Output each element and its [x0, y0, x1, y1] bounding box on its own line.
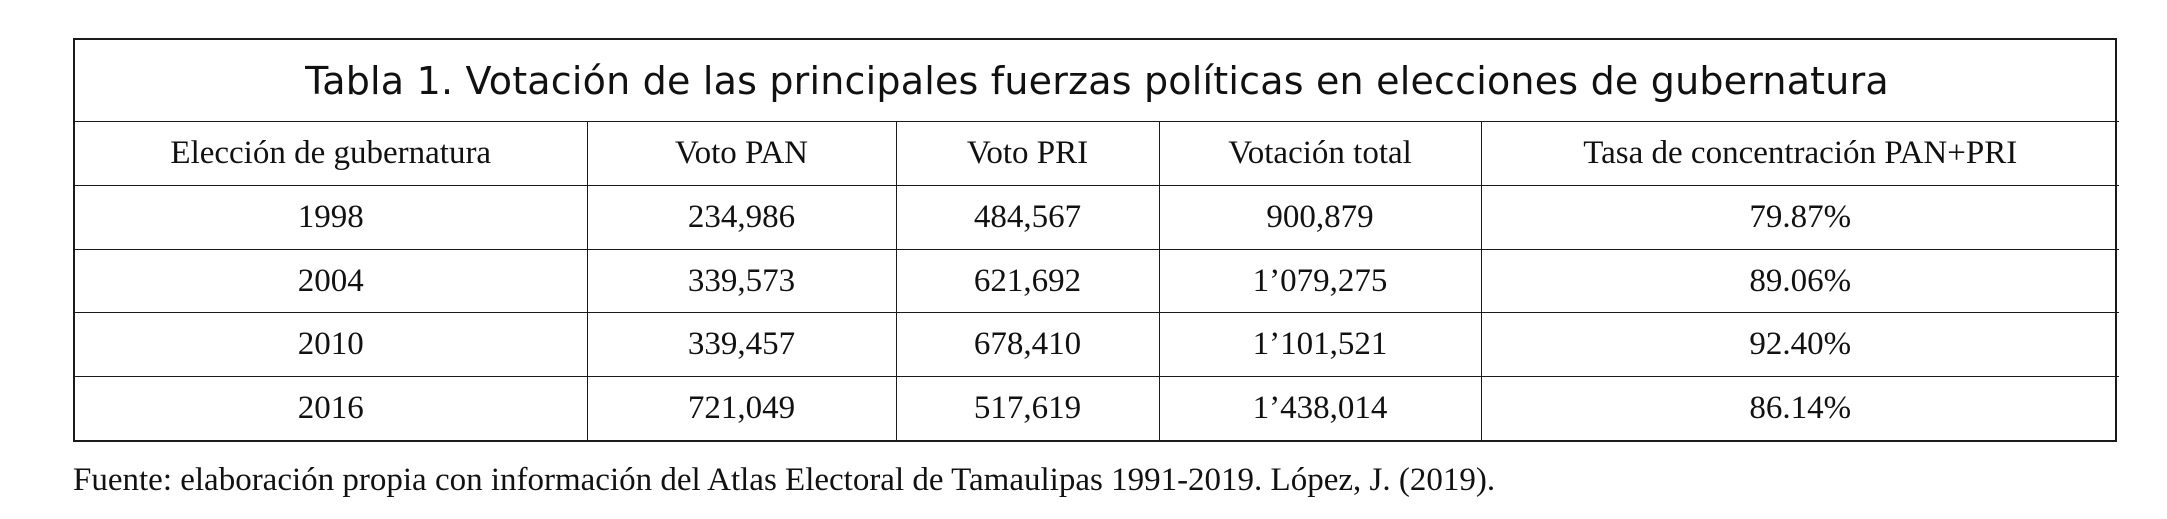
cell-tasa: 86.14%: [1480, 376, 2119, 440]
table-row: 2010 339,457 678,410 1’101,521 92.40%: [75, 312, 2119, 378]
cell-tasa: 92.40%: [1480, 312, 2119, 378]
table-row: 1998 234,986 484,567 900,879 79.87%: [75, 184, 2119, 250]
cell-tasa: 89.06%: [1480, 248, 2119, 314]
votes-table: Tabla 1. Votación de las principales fue…: [75, 40, 2119, 440]
table-title: Tabla 1. Votación de las principales fue…: [75, 40, 2119, 123]
cell-voto-pan: 234,986: [586, 184, 897, 250]
header-tasa-concentracion: Tasa de concentración PAN+PRI: [1480, 121, 2119, 186]
cell-voto-pri: 484,567: [895, 184, 1160, 250]
table-row: 2016 721,049 517,619 1’438,014 86.14%: [75, 376, 2119, 440]
cell-tasa: 79.87%: [1480, 184, 2119, 250]
header-votacion-total: Votación total: [1158, 121, 1482, 186]
cell-year: 2016: [75, 376, 588, 440]
header-voto-pan: Voto PAN: [586, 121, 897, 186]
cell-voto-pri: 621,692: [895, 248, 1160, 314]
header-eleccion: Elección de gubernatura: [75, 121, 588, 186]
cell-votacion-total: 900,879: [1158, 184, 1482, 250]
cell-votacion-total: 1’438,014: [1158, 376, 1482, 440]
cell-votacion-total: 1’079,275: [1158, 248, 1482, 314]
cell-voto-pri: 678,410: [895, 312, 1160, 378]
cell-voto-pan: 721,049: [586, 376, 897, 440]
cell-year: 1998: [75, 184, 588, 250]
cell-voto-pri: 517,619: [895, 376, 1160, 440]
data-table-container: Tabla 1. Votación de las principales fue…: [73, 38, 2119, 442]
table-header-row: Elección de gubernatura Voto PAN Voto PR…: [75, 121, 2119, 186]
source-note: Fuente: elaboración propia con informaci…: [73, 462, 1496, 498]
cell-voto-pan: 339,573: [586, 248, 897, 314]
cell-year: 2010: [75, 312, 588, 378]
table-title-row: Tabla 1. Votación de las principales fue…: [75, 40, 2119, 123]
cell-voto-pan: 339,457: [586, 312, 897, 378]
cell-votacion-total: 1’101,521: [1158, 312, 1482, 378]
header-voto-pri: Voto PRI: [895, 121, 1160, 186]
cell-year: 2004: [75, 248, 588, 314]
table-row: 2004 339,573 621,692 1’079,275 89.06%: [75, 248, 2119, 314]
